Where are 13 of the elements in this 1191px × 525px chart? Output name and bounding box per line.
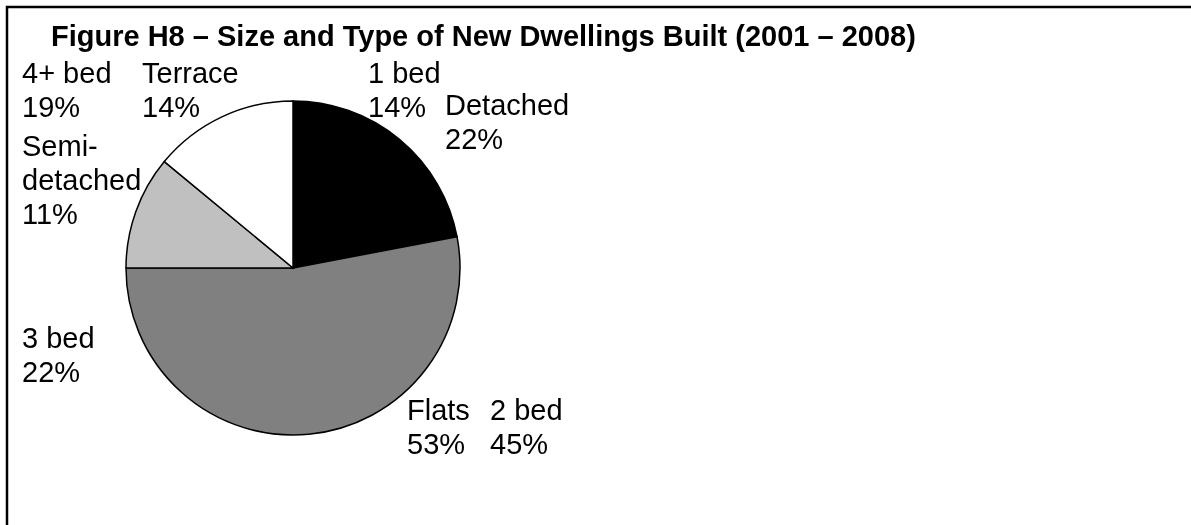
slice-label: Detached (445, 89, 570, 121)
slice-label: Semi-detached (22, 130, 142, 196)
text: 3 bed 22% (22, 322, 95, 388)
text: 1 bed 14% (368, 57, 441, 123)
data-label: 53% (407, 428, 466, 460)
text: 2 bed 45% (490, 394, 563, 460)
data-label: 14% (142, 91, 201, 123)
chart-title: Figure H8 – Size and Type of New Dwellings Built (2001 – 2008) (51, 20, 916, 52)
slice-label: Terrace (142, 57, 239, 89)
slice-label: Flats (407, 394, 470, 426)
text: 4+ bed 19% (22, 57, 112, 123)
data-label: 22% (445, 123, 504, 155)
data-label: 11% (22, 198, 78, 230)
